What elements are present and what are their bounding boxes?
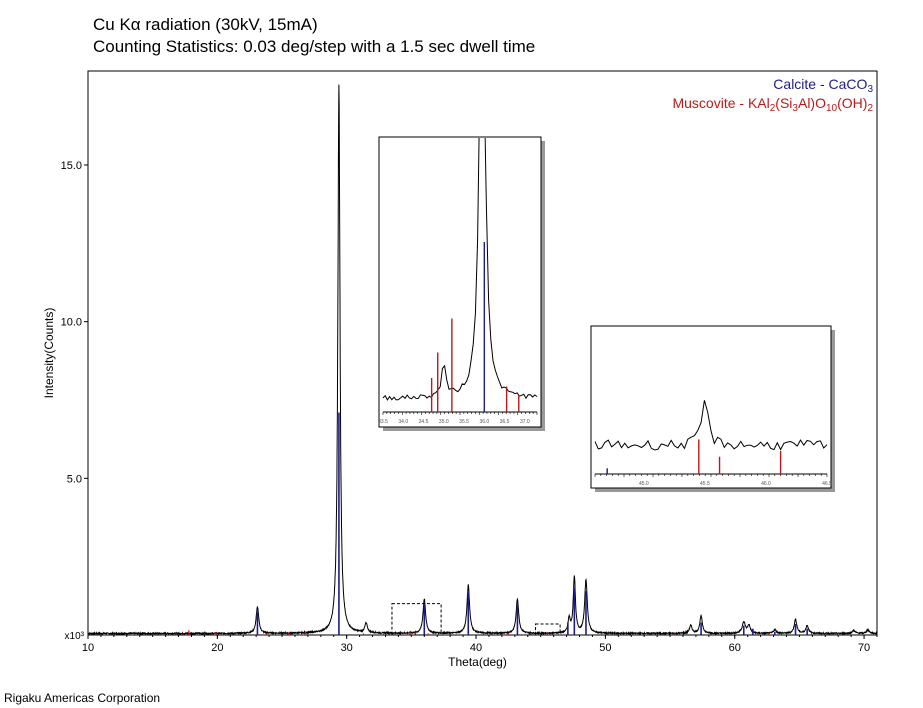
inset-frame-1 [590, 325, 832, 489]
inset-0-tick-label-3: 35.0 [439, 419, 449, 425]
legend-calcite: Calcite - CaCO3 [773, 76, 873, 95]
x-tick-label-4: 50 [599, 642, 611, 654]
chart-title: Cu Kα radiation (30kV, 15mA) Counting St… [93, 14, 535, 58]
zoom-region-1 [535, 623, 561, 636]
zoom-region-0 [391, 603, 442, 636]
x-tick-label-2: 30 [341, 642, 353, 654]
x-tick-label-0: 10 [82, 642, 94, 654]
inset-0-tick-label-2: 34.5 [419, 419, 429, 425]
x-tick-label-5: 60 [729, 642, 741, 654]
y-tick-label-2: 15.0 [61, 160, 82, 172]
inset-1-tick-label-0: 45.0 [639, 481, 649, 487]
inset-pattern-1 [594, 400, 828, 451]
inset-0-tick-label-1: 34.0 [398, 419, 408, 425]
inset-0-tick-label-0: 33.5 [378, 419, 388, 425]
inset-1: 45.0 45.5 46.0 46.5 [590, 325, 835, 492]
inset-1-tick-label-2: 46.0 [761, 481, 771, 487]
inset-0-tick-label-6: 36.5 [500, 419, 510, 425]
inset-1-tick-label-3: 46.5 [822, 481, 832, 487]
inset-0-tick-label-4: 35.5 [459, 419, 469, 425]
x-tick-label-3: 40 [470, 642, 482, 654]
inset-0-tick-label-7: 37.0 [520, 419, 530, 425]
title-line-2: Counting Statistics: 0.03 deg/step with … [93, 37, 536, 56]
x-tick-label-6: 70 [858, 642, 870, 654]
y-tick-label-1: 10.0 [61, 317, 82, 329]
inset-0-tick-label-5: 36.0 [479, 419, 489, 425]
inset-pattern-0 [382, 138, 538, 401]
inset-1-tick-label-1: 45.5 [700, 481, 710, 487]
footer-company: Rigaku Americas Corporation [4, 691, 161, 705]
pattern-line [87, 84, 878, 636]
legend-muscovite: Muscovite - KAl2(Si3Al)O10(OH)2 [672, 95, 873, 114]
inset-0: 33.5 34.0 34.5 35.0 35.5 36.0 36.5 37.0 [378, 136, 545, 431]
y-multiplier-label: x10³ [65, 631, 85, 642]
x-axis-label: Theta(deg) [448, 655, 507, 669]
title-line-1: Cu Kα radiation (30kV, 15mA) [93, 15, 318, 34]
x-tick-label-1: 20 [211, 642, 223, 654]
y-axis-label: Intensity(Counts) [42, 308, 56, 399]
y-tick-label-0: 5.0 [67, 473, 82, 485]
inset-frame-0 [378, 136, 542, 428]
